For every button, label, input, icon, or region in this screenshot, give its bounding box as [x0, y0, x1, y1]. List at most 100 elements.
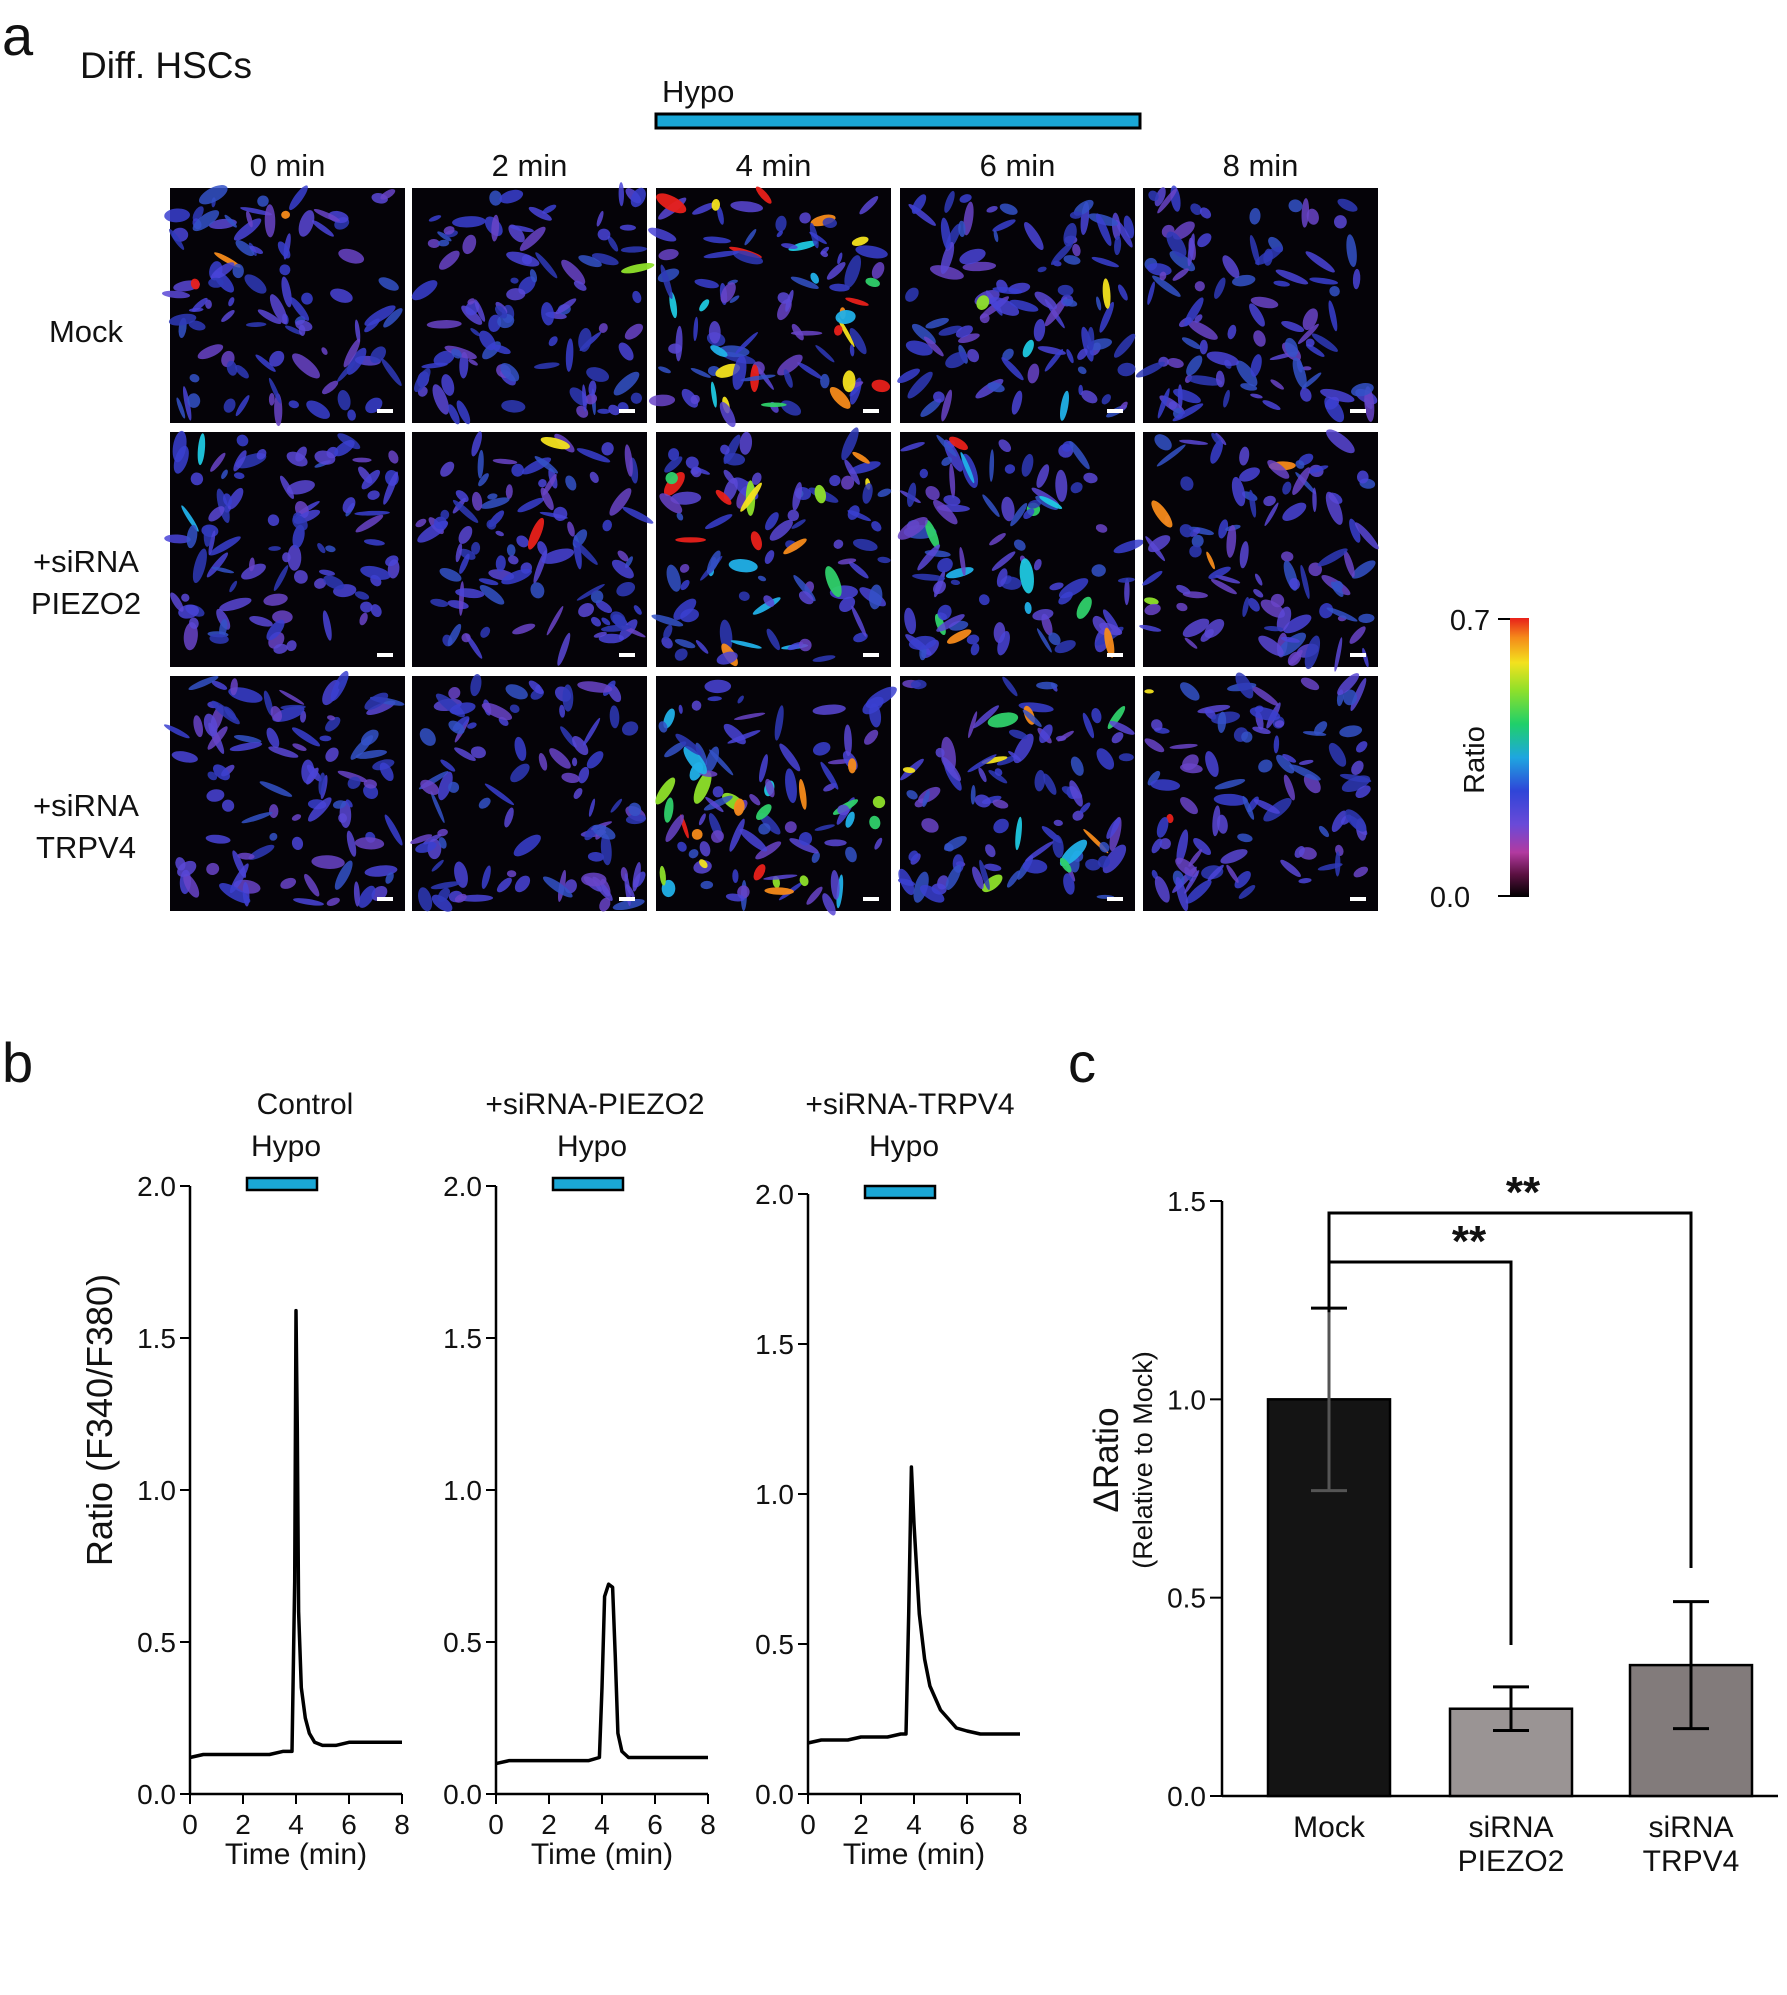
category-label: Mock [1293, 1811, 1366, 1844]
stimulus-bar [654, 112, 1142, 130]
time-label: 4 min [736, 148, 812, 183]
significance-label: ** [1452, 1217, 1487, 1266]
y-tick-label: 0.5 [1167, 1583, 1206, 1614]
ratio-image-tile [897, 188, 1136, 423]
y-tick-label: 1.5 [1167, 1186, 1206, 1217]
ratio-image-tile [411, 182, 655, 425]
row-label-line2: TRPV4 [36, 830, 136, 865]
x-axis-label: Time (min) [843, 1838, 985, 1871]
y-tick-label: 1.0 [137, 1475, 176, 1506]
y-tick-label: 0.0 [443, 1779, 482, 1810]
ratio-image-tile [897, 676, 1135, 911]
ratio-image-tile [412, 431, 654, 667]
ratio-image-tile [410, 674, 647, 912]
panel-c-ylabel-main: ΔRatio [1087, 1407, 1126, 1512]
y-tick-label: 1.0 [1167, 1384, 1206, 1415]
time-label: 6 min [980, 148, 1056, 183]
panel-a: a Diff. HSCs Hypo 0 min 2 min 4 min 6 min 8 … [2, 4, 1529, 916]
x-tick-label: 4 [594, 1809, 610, 1840]
chart-title: Control [257, 1088, 354, 1121]
significance-label: ** [1506, 1168, 1541, 1217]
image-grid [161, 182, 1379, 916]
stimulus-label: Hypo [557, 1130, 627, 1163]
row-label-line2: PIEZO2 [31, 586, 141, 621]
category-label-line2: TRPV4 [1643, 1845, 1740, 1878]
ratio-trace-line [807, 1465, 1020, 1745]
ratio-image-tile [897, 432, 1144, 667]
trace-chart: +siRNA-TRPV4 Hypo 0.0 0.5 1.0 1.5 2.0 0 2 4 6 8 Time… [755, 1088, 1028, 1871]
row-label: Mock [49, 314, 124, 349]
y-tick-label: 0.5 [137, 1627, 176, 1658]
category-label-line2: PIEZO2 [1458, 1845, 1565, 1878]
x-tick-label: 2 [853, 1809, 869, 1840]
stimulus-bar [551, 1176, 625, 1192]
chart-title: +siRNA-PIEZO2 [485, 1088, 704, 1121]
time-labels: 0 min 2 min 4 min 6 min 8 min [250, 148, 1299, 183]
y-tick-label: 1.5 [755, 1329, 794, 1360]
ratio-image-tile [648, 186, 891, 428]
panel-a-title: Diff. HSCs [80, 45, 252, 86]
ratio-image-tile [651, 427, 892, 667]
x-tick-label: 6 [341, 1809, 357, 1840]
ratio-image-tile [655, 676, 897, 916]
x-axis-label: Time (min) [531, 1838, 673, 1871]
row-label: +siRNA [33, 788, 139, 823]
x-tick-label: 4 [288, 1809, 304, 1840]
y-tick-label: 0.0 [755, 1779, 794, 1810]
x-tick-label: 8 [1012, 1809, 1028, 1840]
time-label: 0 min [250, 148, 326, 183]
stimulus-label: Hypo [662, 74, 734, 109]
y-tick-label: 1.0 [443, 1475, 482, 1506]
panel-a-letter: a [2, 4, 34, 67]
panel-b-letter: b [2, 1031, 33, 1094]
panel-b: b Ratio (F340/F380) Control Hypo 0.0 0.5 1.0… [2, 1031, 1028, 1871]
x-tick-label: 8 [394, 1809, 410, 1840]
x-tick-label: 6 [647, 1809, 663, 1840]
ratio-image-tile [163, 670, 405, 911]
y-tick-label: 1.0 [755, 1479, 794, 1510]
x-tick-label: 0 [182, 1809, 198, 1840]
ratio-image-tile [164, 430, 405, 667]
colorbar-min-label: 0.0 [1430, 882, 1470, 914]
colorbar-label: Ratio [1459, 726, 1491, 794]
colorbar-max-label: 0.7 [1450, 605, 1490, 637]
y-tick-label: 2.0 [755, 1179, 794, 1210]
x-tick-label: 0 [800, 1809, 816, 1840]
colorbar-gradient [1510, 618, 1529, 897]
stimulus-bar [863, 1184, 937, 1200]
y-tick-label: 2.0 [137, 1171, 176, 1202]
y-tick-label: 1.5 [443, 1323, 482, 1354]
trace-chart: +siRNA-PIEZO2 Hypo 0.0 0.5 1.0 1.5 2.0 0 2 4 6 8 Tim… [443, 1088, 716, 1871]
time-label: 2 min [492, 148, 568, 183]
y-tick-label: 0.5 [443, 1627, 482, 1658]
stimulus-label: Hypo [869, 1130, 939, 1163]
trace-chart: Control Hypo 0.0 0.5 1.0 1.5 2.0 0 2 4 6 8 Time (min… [137, 1088, 410, 1871]
ratio-image-tile [1135, 185, 1378, 423]
y-tick-label: 1.5 [137, 1323, 176, 1354]
ratio-trace-line [189, 1308, 402, 1760]
panel-c-ylabel-sub: (Relative to Mock) [1128, 1351, 1158, 1569]
ratio-image-tile [161, 185, 405, 427]
y-tick-label: 2.0 [443, 1171, 482, 1202]
ratio-image-tile [1139, 429, 1379, 672]
x-tick-label: 2 [541, 1809, 557, 1840]
colorbar: 0.7 0.0 Ratio [1430, 605, 1529, 914]
trace-charts: Control Hypo 0.0 0.5 1.0 1.5 2.0 0 2 4 6 8 Time (min… [137, 1088, 1028, 1871]
y-tick-label: 0.0 [1167, 1781, 1206, 1812]
panel-c-letter: c [1068, 1031, 1096, 1094]
x-tick-label: 8 [700, 1809, 716, 1840]
stimulus-label: Hypo [251, 1130, 321, 1163]
y-tick-label: 0.0 [137, 1779, 176, 1810]
category-label: siRNA [1468, 1811, 1553, 1844]
category-label: siRNA [1648, 1811, 1733, 1844]
x-tick-label: 2 [235, 1809, 251, 1840]
x-axis-label: Time (min) [225, 1838, 367, 1871]
x-tick-label: 0 [488, 1809, 504, 1840]
x-tick-label: 4 [906, 1809, 922, 1840]
panel-c: c ΔRatio (Relative to Mock) 0.0 0.5 1.0 1.5… [1068, 1031, 1778, 1878]
row-labels: Mock +siRNA PIEZO2 +siRNA TRPV4 [31, 314, 141, 865]
panel-b-ylabel: Ratio (F340/F380) [79, 1274, 120, 1566]
row-label: +siRNA [33, 544, 139, 579]
